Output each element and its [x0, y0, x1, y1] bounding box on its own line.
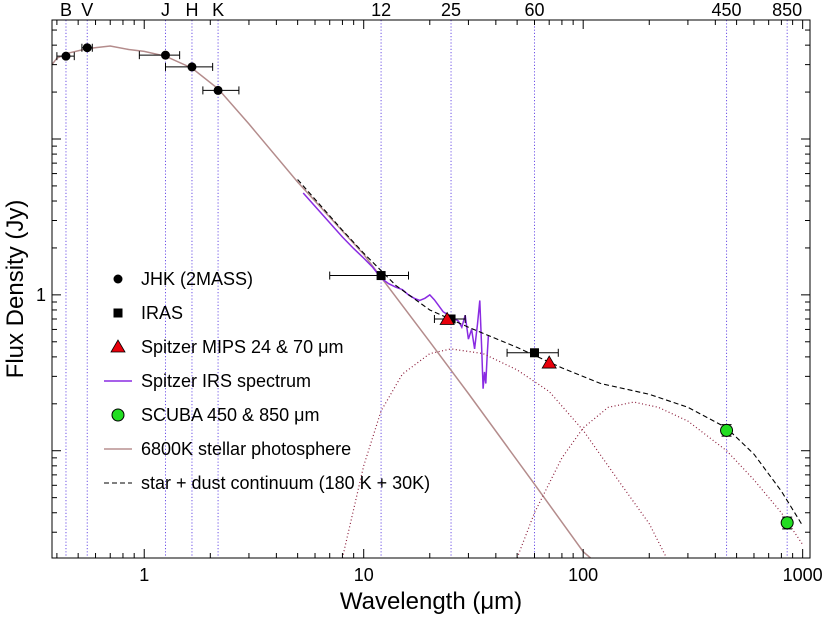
legend-label: JHK (2MASS)	[141, 269, 253, 289]
legend-marker-circle	[111, 408, 125, 422]
mips-point	[439, 311, 455, 325]
jhk-point	[82, 43, 92, 53]
band-label-450: 450	[712, 0, 742, 20]
band-label-K: K	[212, 0, 224, 20]
legend-marker-circle	[113, 274, 123, 284]
curve-line-5	[302, 192, 490, 389]
iras-point	[376, 271, 386, 281]
curve-dashed-6	[297, 179, 804, 527]
legend-label: 6800K stellar photosphere	[141, 439, 351, 459]
scuba-point	[720, 423, 734, 437]
legend-label: IRAS	[141, 303, 183, 323]
mips-point	[541, 355, 557, 369]
band-marker-lines	[65, 20, 788, 558]
legend-label: Spitzer MIPS 24 & 70 μm	[141, 337, 343, 357]
band-label-12: 12	[371, 0, 391, 20]
x-tick-label-100: 100	[568, 565, 598, 585]
legend: JHK (2MASS) IRAS Spitzer MIPS 24 & 70 μm Sp…	[104, 269, 430, 493]
curve-dotted-8	[516, 401, 804, 558]
x-tick-label-1: 1	[139, 565, 149, 585]
legend-marker-square	[113, 308, 123, 318]
y-tick-label-1: 1	[36, 285, 46, 305]
jhk-point	[61, 51, 71, 61]
band-label-H: H	[185, 0, 198, 20]
band-label-B: B	[60, 0, 72, 20]
jhk-point	[160, 50, 170, 60]
y-axis-label: Flux Density (Jy)	[2, 200, 29, 379]
jhk-point	[213, 85, 223, 95]
band-label-25: 25	[441, 0, 461, 20]
curve-dotted-7	[341, 348, 668, 558]
band-label-60: 60	[524, 0, 544, 20]
band-labels: B V J H K 12 25 60 450 850	[60, 0, 802, 20]
band-label-V: V	[81, 0, 93, 20]
jhk-point	[187, 62, 197, 72]
plot-frame	[51, 19, 811, 559]
scuba-point	[780, 516, 794, 530]
x-tick-label-10: 10	[354, 565, 374, 585]
x-tick-label-1000: 1000	[783, 565, 823, 585]
legend-label: star + dust continuum (180 K + 30K)	[141, 473, 430, 493]
band-label-850: 850	[772, 0, 802, 20]
legend-marker-triangle	[110, 339, 126, 353]
axis-ticks: 1 10 100 1000 1	[36, 20, 823, 585]
legend-label: Spitzer IRS spectrum	[141, 371, 311, 391]
band-label-J: J	[161, 0, 170, 20]
data-points	[56, 43, 794, 530]
legend-label: SCUBA 450 & 850 μm	[141, 405, 319, 425]
x-axis-label: Wavelength (μm)	[340, 588, 522, 615]
iras-point	[529, 348, 539, 358]
